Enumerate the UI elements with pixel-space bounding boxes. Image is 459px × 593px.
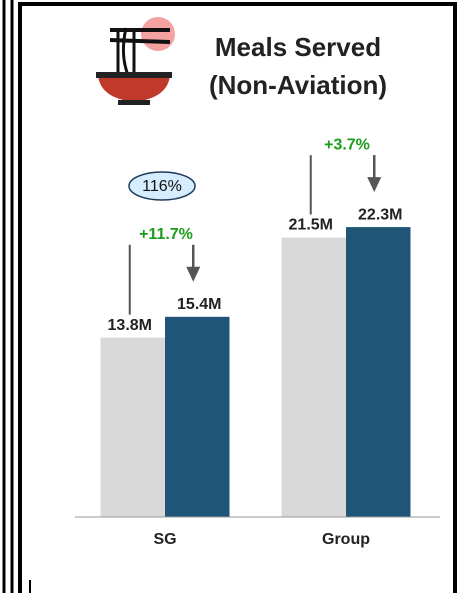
icon-bowl-foot — [118, 100, 150, 105]
chart-title: (Non-Aviation) — [209, 70, 387, 100]
data-label: 15.4M — [177, 296, 221, 313]
bar — [346, 227, 411, 517]
annotation-badge — [128, 171, 196, 201]
growth-arrowhead — [186, 266, 201, 282]
icon-noodles — [116, 27, 136, 76]
noodle-icon — [96, 17, 175, 105]
data-label: 21.5M — [289, 217, 333, 234]
icon-sun — [141, 17, 175, 51]
icon-chopstick — [109, 38, 171, 44]
growth-label: +11.7% — [139, 226, 193, 243]
bar — [165, 316, 230, 517]
growth-arrowhead — [367, 177, 382, 193]
annotation: 116% — [142, 178, 182, 195]
x-tick-label: Group — [322, 531, 370, 548]
data-label: 22.3M — [358, 206, 402, 223]
growth-label: +3.7% — [324, 136, 370, 153]
bar — [281, 237, 346, 517]
icon-bowl-rim — [96, 72, 172, 78]
icon-bowl — [98, 75, 170, 102]
data-label: 13.8M — [108, 317, 152, 334]
frame — [18, 2, 457, 593]
bar — [100, 337, 165, 517]
x-tick-label: SG — [153, 531, 176, 548]
chart-title: Meals Served — [215, 32, 381, 62]
